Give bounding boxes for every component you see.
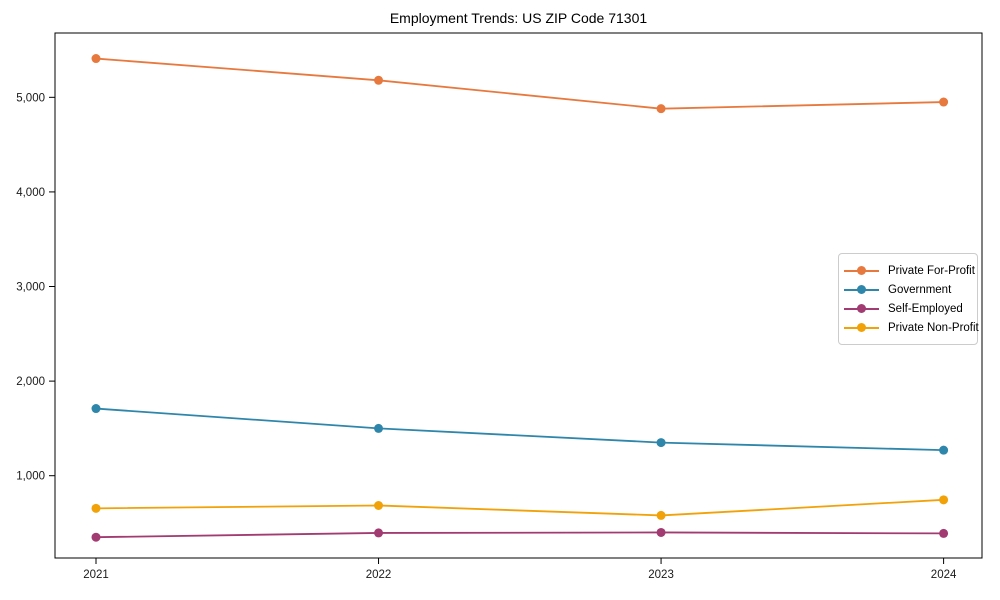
plot-border: [54, 32, 983, 559]
data-point-self-employed: [91, 532, 101, 542]
legend-item-government: Government: [844, 280, 971, 299]
legend-item-private-non-profit: Private Non-Profit: [844, 318, 979, 337]
series-line-self-employed: [95, 531, 944, 539]
legend: Private For-Profit Government Self-Employe…: [838, 253, 979, 345]
y-tick-label: 4,000: [16, 187, 45, 199]
legend-label: Private For-Profit: [888, 264, 975, 277]
data-point-private-non-profit: [939, 495, 949, 505]
data-point-private-for-profit: [939, 97, 949, 107]
y-tick-label: 5,000: [16, 92, 45, 104]
data-point-private-for-profit: [374, 75, 384, 85]
data-point-government: [939, 445, 949, 455]
data-point-government: [91, 404, 101, 414]
legend-item-self-employed: Self-Employed: [844, 299, 971, 318]
data-point-private-non-profit: [656, 510, 666, 520]
data-point-self-employed: [374, 528, 384, 538]
y-tick-label: 3,000: [16, 282, 45, 294]
x-tick-label: 2022: [366, 569, 392, 581]
x-tick-label: 2023: [648, 569, 674, 581]
data-point-private-non-profit: [374, 501, 384, 510]
legend-marker-icon: [844, 322, 879, 333]
data-point-private-for-profit: [656, 104, 666, 114]
legend-marker-icon: [844, 303, 879, 314]
data-point-self-employed: [939, 528, 949, 538]
series-line-private-non-profit: [95, 498, 944, 517]
legend-marker-icon: [844, 265, 879, 276]
data-point-self-employed: [656, 527, 666, 537]
data-point-government: [374, 423, 384, 433]
y-tick-label: 2,000: [16, 376, 45, 388]
legend-label: Private Non-Profit: [888, 321, 979, 334]
data-point-private-non-profit: [91, 503, 101, 513]
data-point-private-for-profit: [91, 54, 101, 64]
legend-label: Government: [888, 283, 952, 296]
legend-item-private-for-profit: Private For-Profit: [844, 261, 975, 280]
series-line-private-for-profit: [95, 57, 944, 110]
x-tick-label: 2024: [931, 569, 957, 581]
data-point-government: [656, 438, 666, 448]
legend-label: Self-Employed: [888, 302, 963, 315]
x-tick-label: 2021: [83, 569, 109, 581]
y-tick-label: 1,000: [16, 471, 45, 483]
chart-title: Employment Trends: US ZIP Code 71301: [389, 10, 648, 26]
series-line-government: [95, 407, 944, 452]
legend-marker-icon: [844, 284, 879, 295]
